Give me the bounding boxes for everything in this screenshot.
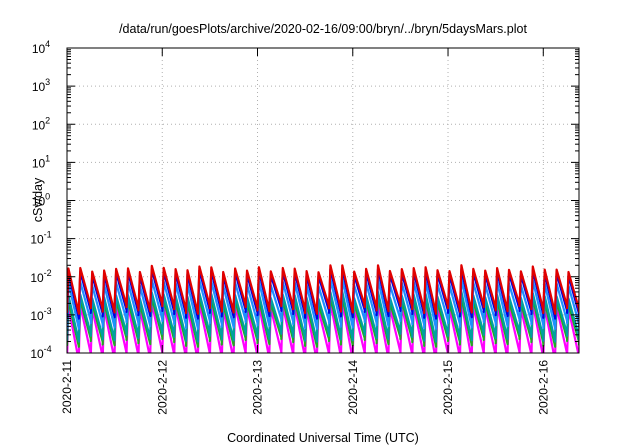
x-tick-label: 2020-2-16 [536, 360, 550, 415]
y-tick-label-exponent: -1 [44, 230, 52, 240]
y-tick-label-exponent: -3 [44, 306, 52, 316]
y-tick-label: 101 [32, 153, 50, 170]
y-tick-label: 10-4 [30, 344, 51, 361]
y-tick-label: 10-2 [30, 268, 51, 285]
y-tick-label-exponent: 3 [45, 77, 50, 87]
y-tick-label: 10-1 [30, 230, 51, 247]
x-tick-label: 2020-2-15 [441, 360, 455, 415]
y-tick-label-exponent: 2 [45, 115, 50, 125]
y-tick-label-exponent: -2 [44, 268, 52, 278]
y-tick-label: 100 [32, 192, 50, 209]
y-tick-label-exponent: 0 [45, 192, 50, 202]
x-axis-label: Coordinated Universal Time (UTC) [227, 431, 419, 445]
y-tick-label-exponent: -4 [44, 344, 52, 354]
axes: 10-410-310-210-11001011021031042020-2-11… [30, 39, 580, 415]
x-tick-label: 2020-2-11 [60, 360, 74, 414]
series-layer [67, 264, 579, 353]
y-tick-label-exponent: 1 [45, 153, 50, 163]
y-tick-label: 104 [32, 39, 50, 56]
y-tick-label: 103 [32, 77, 50, 94]
y-tick-label: 10-3 [30, 306, 51, 323]
chart-title: /data/run/goesPlots/archive/2020-02-16/0… [119, 22, 527, 36]
y-tick-label: 102 [32, 115, 50, 132]
x-tick-label: 2020-2-14 [346, 360, 360, 415]
y-tick-label-exponent: 4 [45, 39, 50, 49]
plot-frame [66, 47, 580, 354]
x-tick-label: 2020-2-13 [251, 360, 265, 415]
series-line [67, 264, 579, 315]
x-tick-label: 2020-2-12 [155, 360, 169, 415]
y-axis-label: cSv/day [31, 177, 45, 222]
